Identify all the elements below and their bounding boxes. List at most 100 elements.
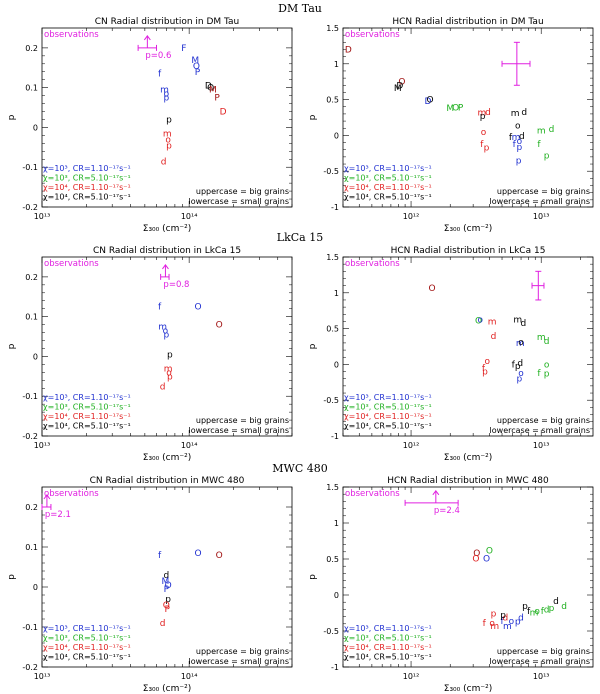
data-point: f	[158, 551, 162, 561]
x-tick-label: 10¹²	[403, 672, 420, 681]
y-axis-label: p	[7, 343, 17, 349]
data-point: m	[160, 86, 169, 96]
note-uppercase: uppercase = big grains	[497, 416, 590, 425]
data-point: f	[513, 140, 517, 150]
x-axis-label: Σ₃₀₀ (cm⁻²)	[444, 453, 492, 463]
data-point: p	[517, 143, 523, 153]
observation-marker	[404, 490, 459, 506]
observation-limit-label: p=2.1	[45, 510, 71, 520]
plot-frame	[41, 256, 293, 437]
data-point: O	[427, 96, 434, 106]
data-point: D	[205, 82, 212, 92]
data-point: d	[491, 332, 497, 342]
legend-entry: χ=10⁴, CR=1.10⁻¹⁷s⁻¹	[344, 183, 432, 192]
data-point: o	[534, 607, 540, 617]
section-title-lkca-15: LkCa 15	[276, 231, 324, 244]
data-point: m	[163, 129, 172, 139]
y-tick-label: -0.1	[22, 163, 38, 172]
y-tick-label: -0.2	[22, 663, 38, 672]
observations-label: observations	[44, 259, 99, 269]
y-tick-label: 0.1	[25, 84, 38, 93]
y-tick-label: -1	[331, 203, 339, 212]
note-uppercase: uppercase = big grains	[196, 416, 289, 425]
chart-panel-5: CN Radial distribution in MWC 480 10¹³ 10¹…	[7, 476, 293, 694]
x-axis-label: Σ₃₀₀ (cm⁻²)	[444, 684, 492, 694]
plot-frame	[342, 27, 594, 208]
data-point: M	[446, 104, 454, 114]
data-point: d	[561, 602, 567, 612]
data-point: m	[513, 315, 522, 325]
data-point: O	[486, 546, 493, 556]
data-point: f	[541, 607, 545, 617]
x-tick-label: 10¹³	[533, 212, 550, 221]
data-point: P	[165, 605, 171, 615]
legend-entry: χ=10³, CR=5.10⁻¹⁷s⁻¹	[43, 634, 131, 643]
data-point: f	[509, 133, 513, 143]
observation-marker	[41, 494, 52, 510]
data-point: M	[191, 56, 199, 66]
data-point: p	[165, 595, 171, 605]
y-tick-label: -0.5	[323, 396, 339, 405]
note-lowercase: lowercase = small grains	[490, 426, 590, 435]
data-point: o	[515, 121, 521, 131]
y-axis-label: p	[308, 343, 318, 349]
data-point: p	[163, 331, 169, 341]
chart-title: HCN Radial distribution in MWC 480	[387, 476, 549, 486]
data-point: f	[537, 369, 541, 379]
data-point: p	[549, 604, 555, 614]
data-point: m	[477, 108, 486, 118]
legend-entry: χ=10³, CR=5.10⁻¹⁷s⁻¹	[344, 634, 432, 643]
data-point: p	[515, 618, 521, 628]
legend-entry: χ=10⁴, CR=5.10⁻¹⁷s⁻¹	[344, 193, 432, 202]
chart-title: CN Radial distribution in LkCa 15	[93, 246, 241, 256]
data-point: D	[220, 108, 227, 118]
section-title-mwc-480: MWC 480	[272, 462, 328, 475]
x-axis-label: Σ₃₀₀ (cm⁻²)	[143, 684, 191, 694]
observations-label: observations	[345, 259, 400, 269]
data-point: p	[544, 370, 550, 380]
data-point: o	[518, 338, 524, 348]
y-axis-label: p	[7, 114, 17, 120]
data-point: f	[480, 140, 484, 150]
data-point: O	[429, 284, 436, 294]
x-axis-label: Σ₃₀₀ (cm⁻²)	[444, 224, 492, 234]
data-point: P	[458, 103, 464, 113]
legend-entry: χ=10⁴, CR=1.10⁻¹⁷s⁻¹	[43, 183, 131, 192]
data-point: m	[530, 608, 539, 618]
y-tick-label: 0	[334, 131, 339, 140]
data-point: p	[167, 350, 173, 360]
y-tick-label: -1	[331, 432, 339, 441]
data-point: O	[195, 303, 202, 313]
y-tick-label: 0.5	[326, 96, 339, 105]
data-point: D	[345, 45, 352, 55]
data-point: O	[473, 549, 480, 559]
data-point: D	[425, 97, 432, 107]
data-point: o	[481, 128, 487, 138]
y-axis-label: p	[308, 574, 318, 580]
observations-label: observations	[345, 489, 400, 499]
data-point: m	[516, 339, 525, 349]
note-uppercase: uppercase = big grains	[497, 647, 590, 656]
observations-label: observations	[44, 30, 99, 40]
data-point: f	[482, 364, 486, 374]
data-point: o	[164, 90, 170, 100]
data-point: O	[193, 62, 200, 72]
data-point: O	[207, 84, 214, 94]
y-tick-label: 0.2	[25, 273, 38, 282]
data-point: O	[216, 551, 223, 561]
data-point: o	[163, 327, 169, 337]
data-point: m	[537, 333, 546, 343]
legend-entry: χ=10³, CR=1.10⁻¹⁷s⁻¹	[344, 624, 432, 633]
y-tick-label: 0	[33, 352, 38, 361]
x-tick-label: 10¹²	[403, 441, 420, 450]
data-point: M	[162, 577, 170, 587]
y-tick-label: 1.5	[326, 483, 339, 492]
chart-title: CN Radial distribution in DM Tau	[95, 17, 240, 27]
data-point: p	[516, 156, 522, 166]
plot-frame	[342, 256, 594, 437]
data-point: O	[163, 601, 170, 611]
data-point: o	[484, 357, 490, 367]
legend-entry: χ=10⁴, CR=5.10⁻¹⁷s⁻¹	[43, 422, 131, 431]
y-tick-label: 1.5	[326, 253, 339, 262]
